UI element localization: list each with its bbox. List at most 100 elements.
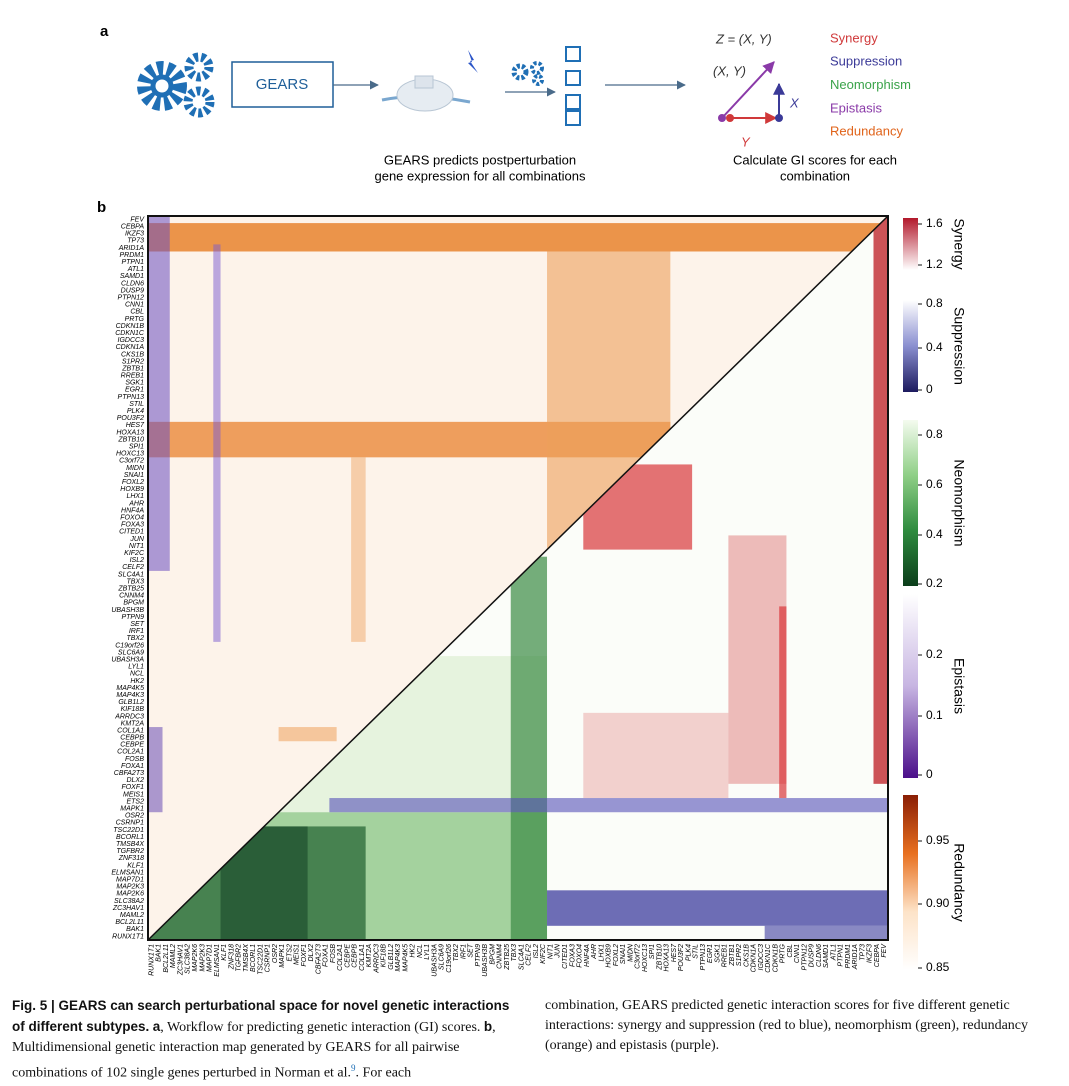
column-label: CEBPE: [344, 944, 351, 968]
row-label: KIF18B: [121, 706, 145, 713]
colorbar-title: Synergy: [951, 218, 967, 269]
column-label: PLK4: [685, 944, 692, 961]
column-label: PTPN9: [475, 944, 482, 967]
row-label: FOXA1: [121, 763, 144, 770]
cell-block: [351, 457, 366, 642]
column-label: MAP2K6: [192, 944, 199, 972]
column-label: ZNF318: [228, 944, 235, 970]
row-label: CDKN1B: [116, 323, 145, 330]
y-label: Y: [741, 134, 751, 149]
column-label: HOXA13: [664, 944, 671, 972]
column-label: DLX2: [308, 944, 315, 962]
caption-left: Fig. 5 | GEARS can search perturbational…: [12, 996, 517, 1084]
row-label: ZBTB25: [117, 585, 144, 592]
column-label: C19orf26: [446, 944, 453, 973]
row-label: CBFA2T3: [114, 770, 144, 777]
column-label: MAML2: [170, 944, 177, 968]
row-label: UBASH3B: [111, 607, 144, 614]
column-label: ZC3HAV1: [177, 944, 184, 976]
row-label: CNNM4: [119, 593, 144, 600]
row-label: SET: [130, 621, 144, 628]
column-label: FOXA3: [569, 944, 576, 967]
cell-block: [148, 216, 170, 571]
diagonal: [147, 215, 889, 941]
gene-labels: FEVFEVCEBPACEBPAIKZF3IKZF3TP73TP73ARID1A…: [111, 216, 888, 976]
row-label: SPI1: [129, 444, 144, 451]
row-label: IKZF3: [125, 231, 144, 238]
row-label: TP73: [127, 238, 144, 245]
tick-label: 0.1: [926, 708, 943, 722]
row-label: FOSB: [125, 756, 144, 763]
tick-label: 0.90: [926, 896, 950, 910]
row-label: BAK1: [126, 926, 144, 933]
column-label: TMSB4X: [243, 944, 250, 972]
row-label: CEBPB: [120, 735, 144, 742]
column-label: MIDN: [627, 943, 634, 962]
gears-icon: [137, 52, 215, 118]
row-label: PTPN1: [121, 259, 144, 266]
row-label: SAMD1: [120, 273, 144, 280]
column-label: SET: [468, 943, 475, 957]
column-label: CSRNP1: [265, 944, 272, 973]
column-label: CDKN1C: [765, 943, 772, 973]
row-label: MAP2K6: [116, 891, 144, 898]
legend-entry: Synergy: [830, 30, 878, 45]
legend-entry: Epistasis: [830, 100, 883, 115]
row-label: CDKN1C: [115, 330, 145, 337]
column-label: HES7: [671, 943, 678, 962]
colorbar-title: Suppression: [951, 307, 967, 385]
row-label: LYL1: [128, 664, 144, 671]
row-label: TBX2: [126, 635, 144, 642]
column-label: HNF4A: [584, 944, 591, 967]
column-label: MAP4K3: [395, 944, 402, 972]
tick-label: 0.2: [926, 576, 943, 590]
cell-block: [213, 244, 221, 642]
column-label: ELMSAN1: [214, 944, 221, 977]
tick-label: 1.6: [926, 216, 943, 230]
column-label: CNN1: [794, 944, 801, 963]
column-label: PTPN13: [700, 944, 707, 971]
row-label: FOXO4: [120, 515, 144, 522]
legend-entry: Redundancy: [830, 124, 903, 139]
row-label: CEBPE: [120, 742, 144, 749]
column-label: RUNX1T1: [148, 944, 155, 976]
row-label: C19orf26: [115, 642, 144, 649]
column-label: HOXB9: [606, 944, 613, 968]
row-label: FOXA3: [121, 522, 144, 529]
column-label: EGR1: [707, 944, 714, 963]
row-label: AHR: [128, 500, 144, 507]
row-label: MIDN: [126, 465, 145, 472]
output-vector: [565, 46, 581, 126]
column-label: ARRDC3: [373, 944, 380, 974]
tick-label: 0.8: [926, 427, 943, 441]
column-label: FOSB: [330, 944, 337, 963]
column-label: LYL1: [424, 944, 431, 960]
row-label: CLDN6: [121, 280, 144, 287]
column-label: CKS1B: [743, 944, 750, 967]
column-label: S1PR2: [736, 944, 743, 966]
row-label: CNN1: [125, 302, 144, 309]
column-label: TBX3: [511, 944, 518, 962]
colorbar-title: Neomorphism: [951, 459, 967, 546]
colorbar: [903, 795, 918, 970]
column-label: PRTG: [780, 943, 787, 963]
column-label: CNNM4: [497, 944, 504, 969]
column-label: ZBTB1: [729, 944, 736, 967]
row-label: TSC22D1: [113, 827, 144, 834]
column-label: FOXF1: [301, 944, 308, 967]
row-label: ZBTB10: [117, 436, 144, 443]
row-label: TBX3: [126, 578, 144, 585]
cell-block: [329, 798, 888, 813]
column-label: SAMD1: [823, 944, 830, 968]
row-label: CKS1B: [121, 351, 144, 358]
column-label: NCL: [417, 944, 424, 958]
tick-label: 0.4: [926, 527, 943, 541]
column-label: TGFBR2: [236, 944, 243, 972]
gears-icon: [511, 61, 544, 86]
panel-label: b: [97, 199, 106, 216]
row-label: C3orf72: [119, 458, 144, 465]
column-label: MAPK1: [279, 944, 286, 968]
row-label: SLC38A2: [114, 898, 144, 905]
caption-a: a: [152, 1019, 161, 1034]
column-label: SGK1: [714, 944, 721, 963]
